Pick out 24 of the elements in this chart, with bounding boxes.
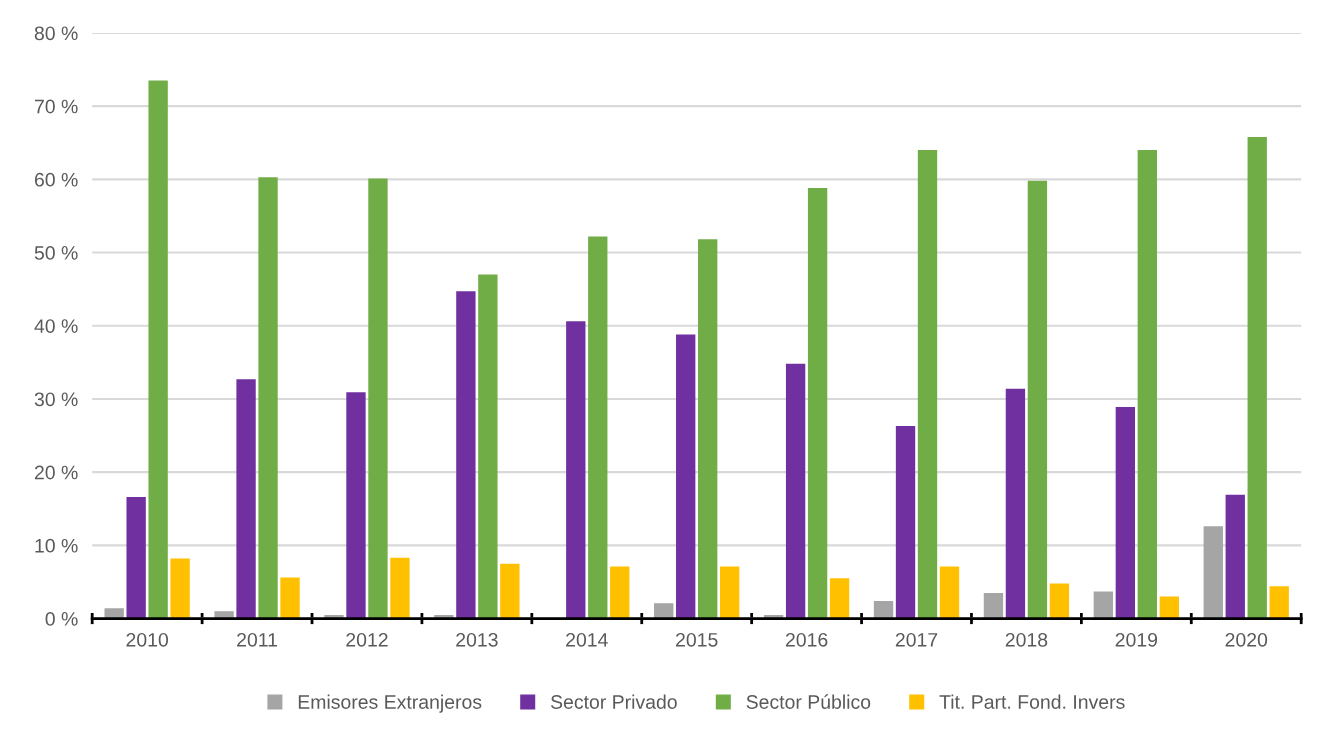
x-tick-label: 2019 — [1115, 632, 1158, 647]
x-tick-label: 2020 — [1225, 632, 1268, 647]
x-tick-label: 2017 — [895, 632, 938, 647]
legend-label: Emisores Extranjeros — [298, 694, 482, 713]
y-tick-label: 60 % — [34, 172, 78, 187]
x-tick-label: 2015 — [676, 632, 718, 647]
x-tick-label: 2018 — [1005, 632, 1048, 647]
y-tick-label: 20 % — [34, 465, 78, 480]
x-tick-label: 2011 — [237, 632, 278, 647]
x-tick-label: 2012 — [346, 632, 388, 647]
x-tick-label: 2016 — [785, 632, 828, 647]
y-tick-label: 40 % — [34, 319, 78, 333]
x-tick-label: 2013 — [456, 632, 498, 647]
y-tick-label: 0 % — [45, 612, 78, 626]
y-tick-label: 10 % — [35, 538, 78, 553]
legend-label: Sector Privado — [550, 694, 677, 709]
y-tick-label: 30 % — [34, 392, 78, 407]
x-tick-label: 2010 — [126, 632, 169, 647]
y-tick-label: 70 % — [34, 99, 78, 114]
legend-label: Sector Público — [746, 694, 871, 709]
x-tick-label: 2014 — [566, 632, 608, 647]
y-tick-label: 80 % — [34, 26, 78, 41]
y-tick-label: 50 % — [34, 246, 78, 260]
legend-label: Tit. Part. Fond. Invers — [939, 694, 1125, 709]
